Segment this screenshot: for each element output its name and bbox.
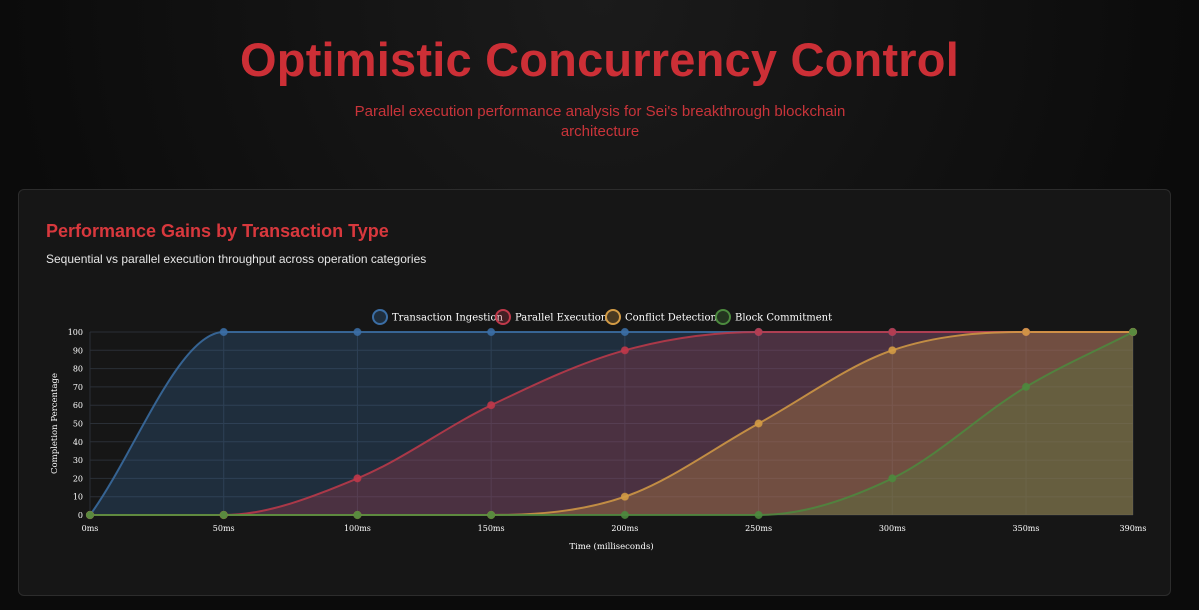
legend-swatch-1: [495, 309, 511, 325]
series-area-3: [90, 332, 1133, 515]
x-tick-label-6: 300ms: [879, 524, 906, 533]
y-tick-label-2: 20: [73, 474, 83, 483]
y-tick-label-8: 80: [73, 365, 83, 374]
data-point-1-6[interactable]: [888, 327, 897, 337]
y-tick-label-0: 0: [78, 511, 83, 520]
data-point-0-2[interactable]: [353, 327, 362, 337]
data-point-3-0[interactable]: [85, 510, 95, 520]
legend-label-0: Transaction Ingestion: [392, 313, 503, 324]
data-point-1-3[interactable]: [487, 401, 496, 410]
series-area-1: [90, 332, 1133, 515]
x-axis-title: Time (milliseconds): [569, 541, 653, 552]
chart-legend: Transaction Ingestion Parallel Execution C…: [372, 309, 832, 325]
series-line-1: [89, 331, 1133, 516]
data-point-3-5[interactable]: [754, 510, 763, 520]
legend-item-0[interactable]: Transaction Ingestion: [372, 309, 503, 325]
data-point-2-6[interactable]: [888, 346, 897, 355]
legend-swatch-0: [372, 309, 388, 325]
x-tick-label-4: 200ms: [611, 524, 638, 533]
chart-card-title: Performance Gains by Transaction Type: [46, 221, 389, 241]
x-tick-label-2: 100ms: [344, 524, 371, 533]
data-point-3-2[interactable]: [353, 510, 362, 520]
completion-chart: 0 10 20 30 40 50 60 70 80 90 100 0ms 50ms 100ms 150ms 2…: [50, 309, 1147, 552]
data-point-2-7[interactable]: [1021, 327, 1031, 337]
y-axis: 0 10 20 30 40 50 60 70 80 90 100: [68, 328, 83, 520]
y-tick-label-1: 10: [73, 493, 83, 502]
data-point-1-2[interactable]: [353, 474, 362, 483]
y-tick-label-5: 50: [73, 420, 83, 429]
x-axis: 0ms 50ms 100ms 150ms 200ms 250ms 300ms 350ms 390…: [82, 524, 1147, 533]
y-tick-label-3: 30: [73, 456, 83, 465]
legend-item-1[interactable]: Parallel Execution: [495, 309, 608, 325]
legend-label-1: Parallel Execution: [515, 313, 608, 324]
y-tick-label-10: 100: [68, 328, 83, 337]
y-tick-label-6: 60: [73, 401, 83, 410]
x-tick-label-0: 0ms: [82, 524, 99, 533]
data-point-3-1[interactable]: [219, 510, 228, 520]
data-point-1-5[interactable]: [754, 327, 763, 337]
data-point-3-8[interactable]: [1128, 327, 1138, 337]
legend-swatch-3: [715, 309, 731, 325]
data-point-3-6[interactable]: [888, 474, 897, 483]
data-point-3-7[interactable]: [1021, 382, 1031, 391]
page-header: Optimistic Concurrency Control Parallel …: [0, 0, 1199, 180]
data-point-0-3[interactable]: [487, 327, 496, 337]
chart-card: Performance Gains by Transaction Type Se…: [18, 189, 1171, 596]
x-tick-label-1: 50ms: [213, 524, 235, 533]
data-point-2-4[interactable]: [620, 492, 629, 501]
data-point-3-3[interactable]: [487, 510, 496, 520]
legend-label-2: Conflict Detection: [625, 313, 717, 324]
y-tick-label-9: 90: [73, 346, 83, 355]
y-tick-label-7: 70: [73, 383, 83, 392]
chart-series: [85, 327, 1138, 520]
data-point-1-4[interactable]: [620, 346, 629, 355]
data-point-2-5[interactable]: [754, 419, 763, 428]
x-tick-label-5: 250ms: [745, 524, 772, 533]
x-tick-label-8: 390ms: [1120, 524, 1147, 533]
page-title: Optimistic Concurrency Control: [240, 33, 959, 86]
y-tick-label-4: 40: [73, 438, 83, 447]
data-point-0-1[interactable]: [219, 327, 228, 337]
x-tick-label-3: 150ms: [478, 524, 505, 533]
x-tick-label-7: 350ms: [1013, 524, 1040, 533]
page-subtitle: Parallel execution performance analysis …: [354, 103, 846, 140]
series-area-2: [90, 332, 1133, 515]
data-point-3-4[interactable]: [620, 510, 629, 520]
legend-label-3: Block Commitment: [735, 313, 832, 324]
legend-item-3[interactable]: Block Commitment: [715, 309, 832, 325]
data-point-0-4[interactable]: [620, 327, 629, 337]
legend-item-2[interactable]: Conflict Detection: [605, 309, 717, 325]
series-area-0: [90, 332, 1133, 515]
y-axis-title: Completion Percentage: [50, 373, 60, 474]
chart-card-subtitle: Sequential vs parallel execution through…: [46, 252, 427, 266]
legend-swatch-2: [605, 309, 621, 325]
